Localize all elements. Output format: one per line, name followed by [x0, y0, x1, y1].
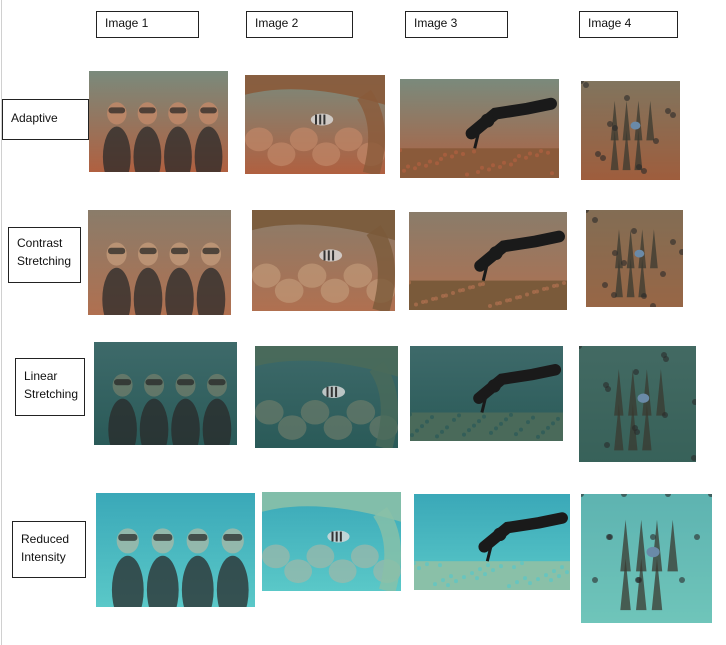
- row-label-linear-stretching: Linear Stretching: [15, 358, 85, 416]
- photo-linear-stretching-diver-reef: [410, 346, 563, 441]
- row-label-contrast-stretching: Contrast Stretching: [8, 227, 81, 283]
- column-header-3: Image 3: [405, 11, 508, 38]
- photo-linear-stretching-fish-rock: [255, 346, 398, 448]
- photo-reduced-intensity-fish-rock: [262, 492, 401, 591]
- photo-reduced-intensity-coral-closeup: [581, 494, 712, 623]
- row-label-reduced-intensity: Reduced Intensity: [12, 521, 86, 578]
- photo-adaptive-divers-group: [89, 71, 228, 172]
- row-label-adaptive: Adaptive: [2, 99, 89, 140]
- photo-linear-stretching-coral-closeup: [579, 346, 696, 462]
- photo-contrast-stretching-diver-reef: [409, 212, 567, 310]
- photo-contrast-stretching-divers-group: [88, 210, 231, 315]
- column-header-4: Image 4: [579, 11, 678, 38]
- photo-adaptive-fish-rock: [245, 75, 385, 174]
- photo-adaptive-coral-closeup: [581, 81, 680, 180]
- column-header-2: Image 2: [246, 11, 353, 38]
- photo-reduced-intensity-diver-reef: [414, 494, 570, 590]
- photo-reduced-intensity-divers-group: [96, 493, 255, 607]
- photo-contrast-stretching-coral-closeup: [586, 210, 683, 307]
- photo-linear-stretching-divers-group: [94, 342, 237, 445]
- photo-contrast-stretching-fish-rock: [252, 210, 395, 311]
- column-header-1: Image 1: [96, 11, 199, 38]
- photo-adaptive-diver-reef: [400, 79, 559, 178]
- left-border-line: [1, 0, 2, 645]
